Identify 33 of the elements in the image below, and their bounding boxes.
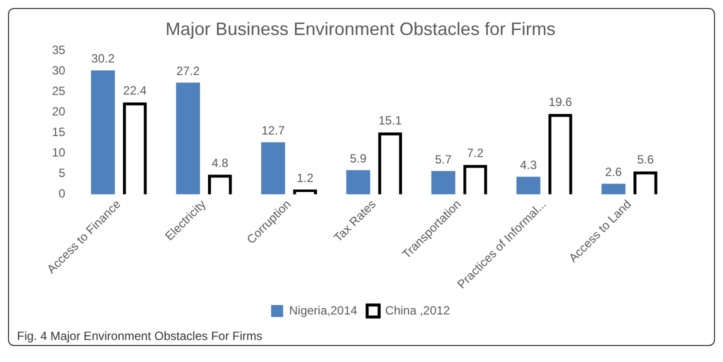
data-label: 7.2 [466,146,484,160]
y-tick-label: 20 [52,104,66,119]
bar [602,184,626,194]
data-label: 5.7 [434,152,452,166]
data-label: 5.6 [637,152,654,167]
legend-label: Nigeria,2014 [289,303,358,318]
data-label: 2.6 [605,165,622,180]
data-label: 5.9 [350,151,367,166]
y-tick-label: 5 [58,166,66,180]
data-label: 15.1 [378,114,402,128]
bar [516,176,540,194]
caption: Fig. 4 Major Environment Obstacles For Firms [16,328,264,345]
y-tick-label: 0 [58,186,66,201]
legend-label: China ,2012 [385,303,450,318]
y-tick-label: 35 [52,42,66,57]
chart-title: Major Business Environment Obstacles for Firms [165,18,556,39]
data-label: 12.7 [261,124,286,138]
y-tick-label: 25 [52,84,66,98]
bar [431,170,456,194]
data-label: 1.2 [296,170,314,185]
data-label: 4.8 [212,156,229,170]
y-tick-label: 10 [52,146,66,160]
data-label: 30.2 [91,52,115,66]
data-label: 4.3 [520,158,538,172]
data-label: 22.4 [123,84,147,98]
bar [90,70,115,194]
bar [176,82,200,194]
y-tick-label: 30 [52,63,66,78]
bar [261,142,286,194]
y-tick-label: 15 [52,125,66,140]
bar [346,170,370,194]
data-label: 19.6 [548,95,572,110]
data-label: 27.2 [176,64,200,78]
